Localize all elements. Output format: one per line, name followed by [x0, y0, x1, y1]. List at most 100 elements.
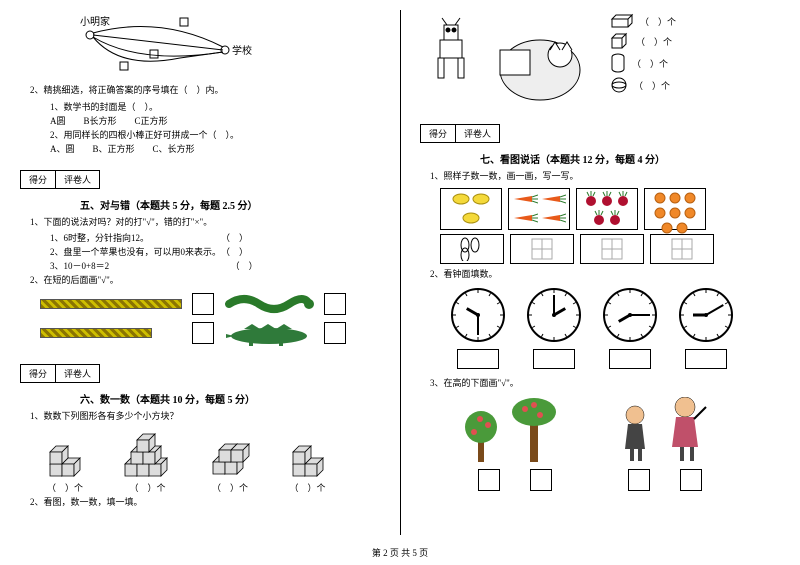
tree-short-checkbox[interactable]: [478, 469, 500, 491]
orange-cell: [644, 188, 706, 230]
cuboid-count: （ ）个: [640, 15, 676, 28]
shape-cube-row: （ ）个: [610, 32, 780, 50]
q2-s1-opts: A圆 B长方形 C正方形: [50, 114, 380, 127]
crocodile-icon: [224, 320, 314, 346]
clock-3: [602, 287, 658, 369]
q2-intro: 2、精挑细选，将正确答案的序号填在（ ）内。: [30, 84, 380, 98]
cubes-row: （ ）个 （ ）个: [40, 429, 380, 494]
shape-sphere-row: （ ）个: [610, 76, 780, 94]
sec7-q2: 2、看钟面填数。: [430, 268, 780, 282]
q2-s2-opts: A、圆 B、正方形 C、长方形: [50, 142, 380, 155]
left-column: 小明家 学校 2、精挑细选，将正确答案的序号填在（ ）内。 1、数学书的封面是（…: [0, 0, 400, 565]
clock-2-answer[interactable]: [533, 349, 575, 369]
trees-icon: [460, 397, 570, 467]
kids-icon: [610, 397, 720, 467]
cuboid-icon: [610, 13, 634, 29]
cube-group-3: （ ）个: [205, 434, 255, 494]
sec7-q1: 1、照样子数一数，画一画，写一写。: [430, 170, 780, 184]
sec5-q2: 2、在短的后面画"√"。: [30, 274, 380, 288]
tally-example-icon: [457, 237, 487, 261]
height-compare-row: [460, 397, 780, 491]
rope-2-checkbox[interactable]: [192, 322, 214, 344]
route-map: 小明家 学校: [60, 10, 260, 80]
clock-4: [678, 287, 734, 369]
score-label: 得分: [21, 171, 56, 188]
score-box-7: 得分 评卷人: [420, 124, 500, 143]
grader-label: 评卷人: [456, 125, 499, 142]
sphere-icon: [610, 76, 628, 94]
rope-row-1: [40, 292, 380, 316]
cylinder-count: （ ）个: [632, 57, 668, 70]
tally-1: [440, 234, 504, 264]
cylinder-icon: [610, 53, 626, 73]
sec7-q3: 3、在高的下面画"√"。: [430, 377, 780, 391]
robot-scene: [420, 10, 600, 120]
radish-cell: [576, 188, 638, 230]
grader-label: 评卷人: [56, 171, 99, 188]
cube-group-2: （ ）个: [120, 429, 175, 494]
cube-3-label: （ ）个: [205, 481, 255, 494]
section-5-title: 五、对与错（本题共 5 分，每题 2.5 分）: [80, 197, 380, 212]
score-label: 得分: [21, 365, 56, 382]
tally-4[interactable]: [650, 234, 714, 264]
cube-4-label: （ ）个: [285, 481, 330, 494]
rope-long: [40, 299, 182, 309]
sec6-q2: 2、看图，数一数，填一填。: [30, 496, 380, 510]
sec5-q1a: 1、6时整，分针指向12。 （ ）: [50, 231, 380, 244]
clock-1-answer[interactable]: [457, 349, 499, 369]
page-footer: 第 2 页 共 5 页: [0, 546, 800, 559]
sec6-q1: 1、数数下列图形各有多少个小方块？: [30, 410, 380, 424]
rope-row-2: [40, 320, 380, 346]
map-school-label: 学校: [232, 44, 252, 57]
map-box-1: [180, 18, 188, 26]
cube-icon: [610, 32, 630, 50]
map-box-3: [120, 62, 128, 70]
column-divider: [400, 10, 401, 535]
sec5-q1: 1、下面的说法对吗？对的打"√"，错的打"×"。: [30, 216, 380, 230]
tally-3[interactable]: [580, 234, 644, 264]
kid-short-checkbox[interactable]: [628, 469, 650, 491]
shape-cylinder-row: （ ）个: [610, 53, 780, 73]
map-home-node: [86, 31, 94, 39]
score-box-6: 得分 评卷人: [20, 364, 100, 383]
clock-3-answer[interactable]: [609, 349, 651, 369]
q2-s1: 1、数学书的封面是（ ）。: [50, 100, 380, 113]
clock-row: [450, 287, 780, 369]
kid-tall-checkbox[interactable]: [680, 469, 702, 491]
cube-1-label: （ ）个: [40, 481, 90, 494]
clock-2: [526, 287, 582, 369]
tree-tall-checkbox[interactable]: [530, 469, 552, 491]
sec5-q1b: 2、盘里一个苹果也没有，可以用0来表示。 （ ）: [50, 245, 380, 258]
kids-pair: [610, 397, 720, 491]
cube-group-1: （ ）个: [40, 434, 90, 494]
tally-2[interactable]: [510, 234, 574, 264]
shape-cuboid-row: （ ）个: [610, 13, 780, 29]
tree-pair: [460, 397, 570, 491]
grader-label: 评卷人: [56, 365, 99, 382]
q2-s2: 2、用同样长的四根小棒正好可拼成一个（ ）。: [50, 128, 380, 141]
clock-1: [450, 287, 506, 369]
sec5-q1c: 3、10－0+8＝2 （ ）: [50, 259, 380, 272]
croc-checkbox[interactable]: [324, 322, 346, 344]
rope-1-checkbox[interactable]: [192, 293, 214, 315]
map-home-label: 小明家: [80, 15, 110, 28]
map-box-2: [150, 50, 158, 58]
cube-group-4: （ ）个: [285, 439, 330, 494]
clock-4-answer[interactable]: [685, 349, 727, 369]
right-column: （ ）个 （ ）个 （ ）个 （ ）个 得分 评卷人 七、看图说话（本: [400, 0, 800, 565]
section-7-title: 七、看图说话（本题共 12 分，每题 4 分）: [480, 151, 780, 166]
score-label: 得分: [421, 125, 456, 142]
robot-shapes-row: （ ）个 （ ）个 （ ）个 （ ）个: [420, 10, 780, 120]
sphere-count: （ ）个: [634, 79, 670, 92]
page: 小明家 学校 2、精挑细选，将正确答案的序号填在（ ）内。 1、数学书的封面是（…: [0, 0, 800, 565]
snake-icon: [224, 292, 314, 316]
cube-2-label: （ ）个: [120, 481, 175, 494]
rope-short: [40, 328, 152, 338]
snake-checkbox[interactable]: [324, 293, 346, 315]
lemon-cell: [440, 188, 502, 230]
map-path-2: [93, 35, 223, 50]
carrot-cell: [508, 188, 570, 230]
cube-count: （ ）个: [636, 35, 672, 48]
shape-count-list: （ ）个 （ ）个 （ ）个 （ ）个: [610, 10, 780, 97]
fruit-picture-row: [440, 188, 780, 230]
